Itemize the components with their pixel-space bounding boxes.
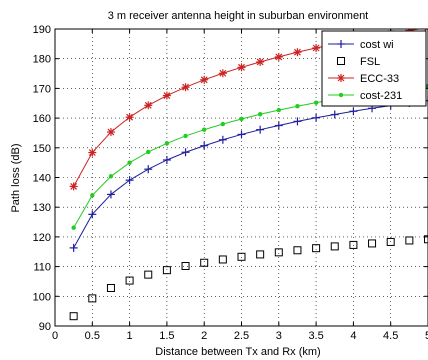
data-point-ecc-33: [256, 58, 264, 66]
data-point-ecc-33: [163, 92, 171, 99]
data-point-fsl: [69, 312, 78, 321]
data-point-ecc-33: [424, 29, 428, 31]
y-tick-label: 90: [39, 321, 51, 333]
data-point-fsl: [237, 252, 246, 261]
data-point-cost-231: [220, 121, 226, 127]
data-point-fsl: [424, 235, 428, 244]
data-point-fsl: [293, 246, 302, 255]
legend-item-cost-wi: cost wi: [328, 39, 394, 51]
data-point-cost-231: [276, 107, 281, 113]
data-point-ecc-33: [294, 48, 301, 56]
legend-items: cost wi FSL ECC-33 cost-231: [328, 39, 402, 102]
x-tick-label: 2.5: [234, 330, 249, 342]
data-point-ecc-33: [70, 182, 78, 190]
series-cost-wi: [69, 96, 428, 252]
data-point-fsl: [106, 283, 115, 292]
data-point-fsl: [200, 258, 209, 267]
x-tick-label: 0: [52, 330, 58, 342]
data-point-fsl: [368, 239, 377, 248]
data-point-cost-231: [127, 160, 132, 165]
data-point-fsl: [181, 262, 190, 271]
data-point-ecc-33: [275, 53, 283, 61]
y-tick-label: 120: [33, 232, 51, 244]
y-tick-label: 150: [33, 143, 51, 155]
chart-title: 3 m receiver antenna height in suburban …: [108, 10, 369, 22]
x-axis-label: Distance between Tx and Rx (km): [155, 346, 320, 358]
legend-label: ECC-33: [360, 73, 399, 85]
data-point-fsl: [125, 276, 134, 285]
x-tick-label: 1: [127, 330, 133, 342]
x-tick-label: 5: [425, 330, 428, 342]
data-point-fsl: [88, 294, 97, 303]
y-tick-label: 160: [33, 113, 51, 125]
legend: cost wi FSL ECC-33 cost-231: [321, 30, 427, 107]
data-point-fsl: [312, 244, 321, 253]
data-point-fsl: [256, 250, 265, 259]
data-point-cost-231: [239, 116, 244, 122]
y-tick-label: 110: [33, 262, 51, 274]
x-tick-label: 2: [201, 330, 207, 342]
series-fsl: [69, 235, 428, 321]
data-point-cost-231: [90, 193, 95, 198]
data-point-fsl: [162, 266, 171, 275]
data-point-fsl: [144, 270, 153, 279]
x-tick-label: 3: [276, 330, 282, 342]
y-tick-label: 100: [33, 291, 51, 303]
x-tick-label: 4.5: [383, 330, 398, 342]
legend-item-fsl: FSL: [337, 56, 380, 68]
legend-marker: [338, 92, 344, 98]
x-tick-label: 1.5: [159, 330, 174, 342]
legend-label: cost-231: [360, 90, 402, 102]
legend-label: FSL: [360, 56, 380, 68]
data-point-ecc-33: [219, 69, 227, 77]
x-tick-label: 0.5: [85, 330, 100, 342]
data-point-fsl: [349, 240, 358, 249]
y-tick-label: 140: [33, 173, 51, 185]
tick-labels: 0 0.5 1 1.5 2 2.5 3 3.5 4 4.5 5 90 100 110 120 130 140 15…: [33, 24, 428, 342]
y-axis-label: Path loss (dB): [10, 143, 22, 212]
x-tick-label: 4: [350, 330, 356, 342]
y-tick-label: 170: [33, 83, 51, 95]
data-point-fsl: [274, 248, 283, 257]
data-point-fsl: [386, 237, 395, 246]
y-tick-label: 180: [33, 54, 51, 66]
x-tick-label: 3.5: [308, 330, 323, 342]
tick-marks: [54, 28, 428, 327]
legend-marker: [337, 57, 345, 65]
data-point-cost-231: [164, 141, 170, 146]
data-point-ecc-33: [144, 101, 152, 109]
data-point-fsl: [330, 242, 339, 251]
data-point-ecc-33: [200, 76, 208, 84]
legend-item-ecc-33: ECC-33: [328, 73, 399, 85]
data-point-fsl: [218, 255, 227, 264]
data-point-cost-231: [313, 100, 319, 105]
legend-label: cost wi: [360, 39, 394, 51]
data-point-ecc-33: [126, 113, 134, 121]
data-point-cost-231: [71, 225, 76, 230]
legend-marker: [337, 74, 345, 82]
data-point-ecc-33: [107, 128, 115, 136]
data-point-cost-231: [202, 127, 207, 132]
data-point-fsl: [405, 236, 414, 245]
data-point-ecc-33: [238, 63, 245, 71]
data-point-ecc-33: [88, 149, 96, 156]
data-point-ecc-33: [312, 44, 320, 52]
data-point-ecc-33: [182, 83, 189, 91]
data-point-cost-231: [183, 133, 188, 139]
y-tick-label: 190: [33, 24, 51, 36]
data-point-cost-231: [108, 174, 114, 179]
data-point-cost-231: [146, 149, 151, 155]
legend-item-cost-231: cost-231: [328, 90, 402, 102]
data-point-cost-231: [257, 112, 263, 117]
data-point-cost-231: [295, 104, 300, 109]
y-tick-label: 130: [33, 202, 51, 214]
